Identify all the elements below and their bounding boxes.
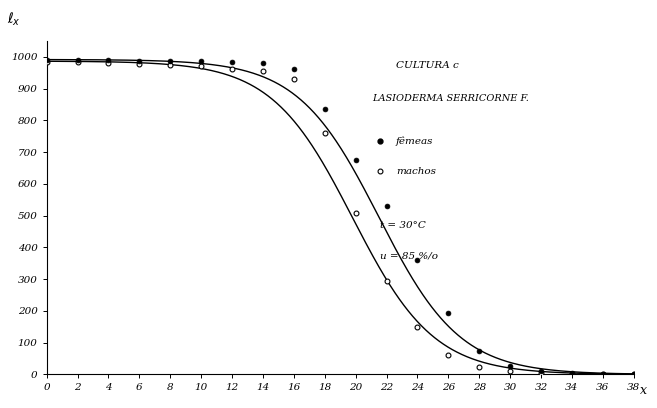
Text: machos: machos [396,166,436,175]
Text: $\ell_x$: $\ell_x$ [7,10,21,28]
Text: u = 85 %/o: u = 85 %/o [380,251,438,260]
Text: fêmeas: fêmeas [396,136,434,146]
Text: t = 30°C: t = 30°C [380,221,426,230]
Text: x: x [640,384,646,397]
Text: LASIODERMA SERRICORNE F.: LASIODERMA SERRICORNE F. [373,94,530,103]
Text: CULTURA c: CULTURA c [396,61,459,70]
